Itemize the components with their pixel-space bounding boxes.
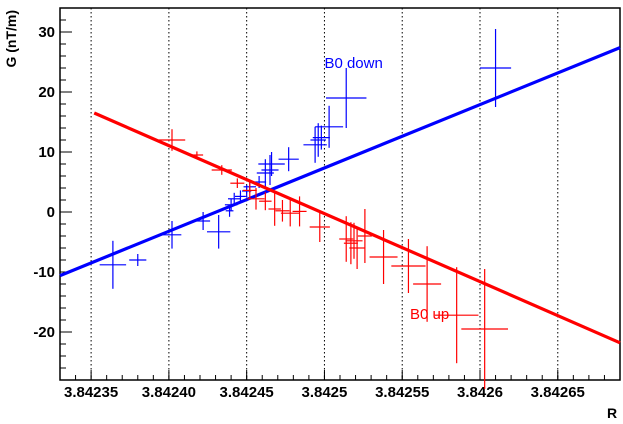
data-point (434, 267, 479, 364)
data-point (326, 68, 367, 128)
data-point (162, 221, 182, 249)
data-point (268, 192, 281, 226)
data-point (230, 178, 245, 188)
x-tick-label: 3.8425 (301, 384, 347, 401)
data-point (261, 155, 279, 185)
data-point (303, 126, 327, 163)
data-point (349, 227, 365, 269)
data-point (310, 123, 326, 157)
series-label: B0 down (324, 55, 382, 72)
x-tick-label: 3.84240 (142, 384, 196, 401)
data-point (357, 209, 372, 263)
x-tick-label: 3.84255 (375, 384, 429, 401)
fit-line (59, 46, 621, 278)
data-point (309, 212, 330, 242)
y-axis-label: G (nT/m) (3, 10, 19, 68)
data-point (196, 212, 211, 230)
y-axis: -20 -10 0 10 20 30 (33, 7, 72, 381)
x-axis-label: R (607, 405, 617, 421)
y-tick-label: -20 (33, 324, 55, 341)
fit-line (93, 111, 621, 345)
data-point (345, 222, 363, 259)
y-tick-label: 20 (38, 84, 55, 101)
data-point (315, 105, 344, 148)
data-point (129, 254, 147, 266)
x-axis: 3.84235 3.84240 3.84245 3.8425 3.84255 3.8426… (59, 370, 605, 401)
y-tick-label: 30 (38, 24, 55, 41)
data-point (280, 200, 300, 227)
x-tick-label: 3.84245 (220, 384, 274, 401)
y-tick-label: -10 (33, 264, 55, 281)
x-tick-label: 3.8426 (457, 384, 503, 401)
data-point (461, 269, 508, 389)
plot-frame (59, 7, 621, 381)
data-point (312, 125, 330, 150)
data-point (258, 152, 285, 176)
data-series: B0 down B0 up (59, 29, 621, 389)
data-point (278, 147, 299, 172)
data-point (228, 192, 241, 205)
y-tick-label: 0 (47, 204, 55, 221)
series-group: B0 up (93, 111, 621, 389)
data-point (480, 29, 512, 107)
data-point (275, 200, 290, 222)
data-point (235, 190, 246, 203)
x-tick-label: 3.84235 (64, 384, 118, 401)
data-point (99, 240, 127, 289)
data-point (242, 181, 257, 200)
data-point (391, 239, 426, 293)
x-tick-label: 3.84265 (531, 384, 585, 401)
data-point (259, 192, 272, 211)
data-point (343, 222, 358, 265)
series-label: B0 up (410, 306, 449, 323)
data-point (247, 188, 265, 210)
data-point (207, 215, 231, 249)
y-tick-label: 10 (38, 144, 55, 161)
series-group: B0 down (59, 29, 621, 289)
